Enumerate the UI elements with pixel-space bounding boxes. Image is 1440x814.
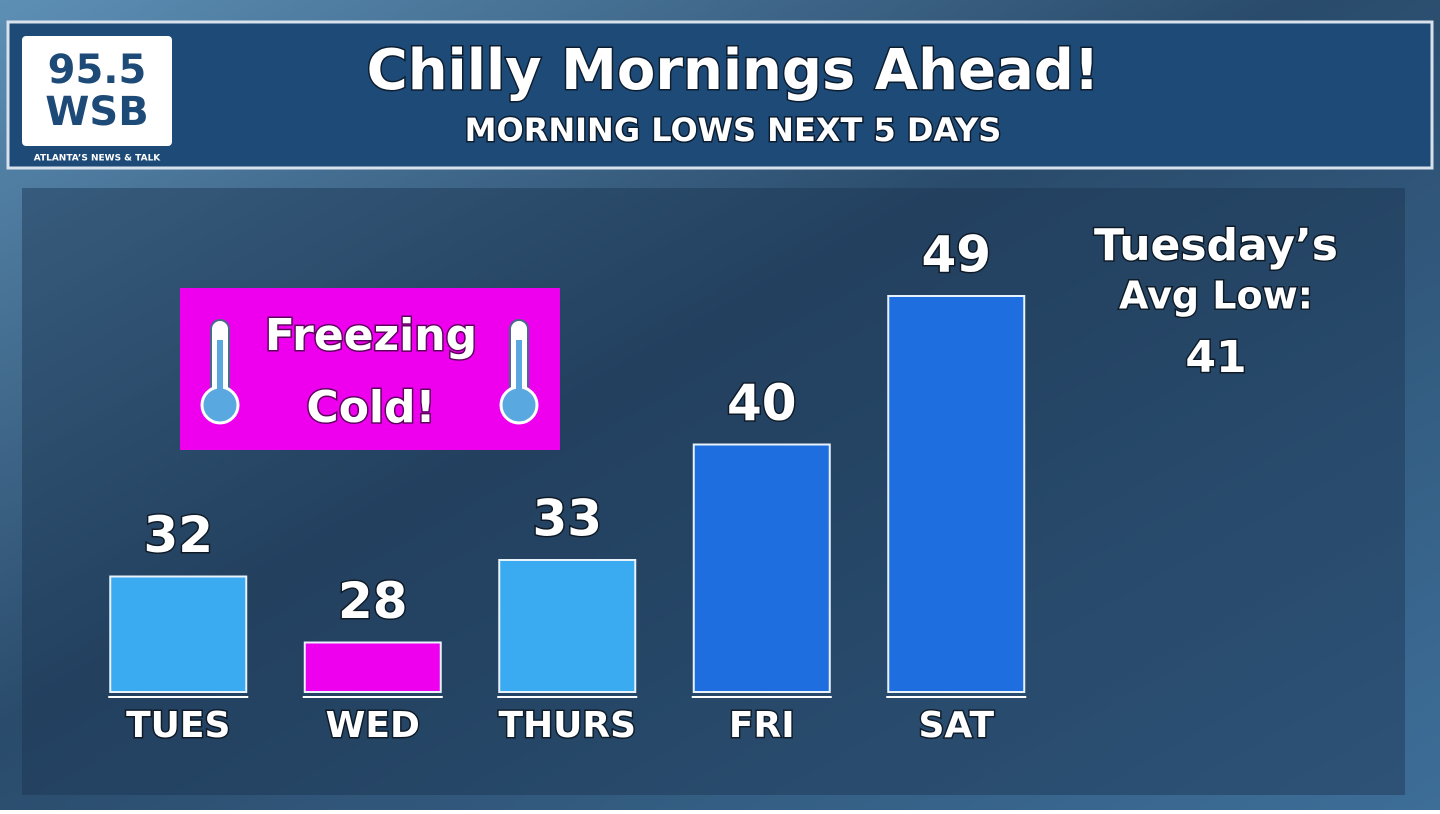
thermometer [499,319,539,425]
bar [692,443,831,693]
x-tick-label: SAT [918,705,994,746]
bar [498,559,637,693]
logo-number: 95.5 [48,47,147,93]
avg-low-label: Avg Low: [1119,274,1313,318]
annotation-box [180,288,560,450]
value-label: 49 [921,226,991,284]
value-label: 40 [727,374,797,432]
x-tick-label: THURS [498,705,636,746]
x-tick-label: TUES [126,705,230,746]
x-tick-label: WED [326,705,420,746]
logo-box [22,36,172,146]
avg-low-label: Tuesday’s [1094,220,1338,271]
chart-title: Chilly Mornings Ahead! [367,38,1100,103]
avg-low-value: 41 [1185,332,1246,383]
annotation-text: Cold! [306,382,435,433]
annotation-text: Freezing [265,310,477,361]
header-band [6,20,1434,170]
bar [303,641,442,693]
thermometer [200,319,240,425]
chart-subtitle: MORNING LOWS NEXT 5 DAYS [465,111,1002,149]
value-label: 28 [338,572,408,630]
value-label: 32 [143,506,213,564]
logo-name: WSB [45,89,148,135]
value-label: 33 [532,490,602,548]
logo-tagline: ATLANTA’S NEWS & TALK [34,154,162,164]
bar [887,295,1026,693]
bar [109,575,248,693]
x-tick-label: FRI [729,705,795,746]
